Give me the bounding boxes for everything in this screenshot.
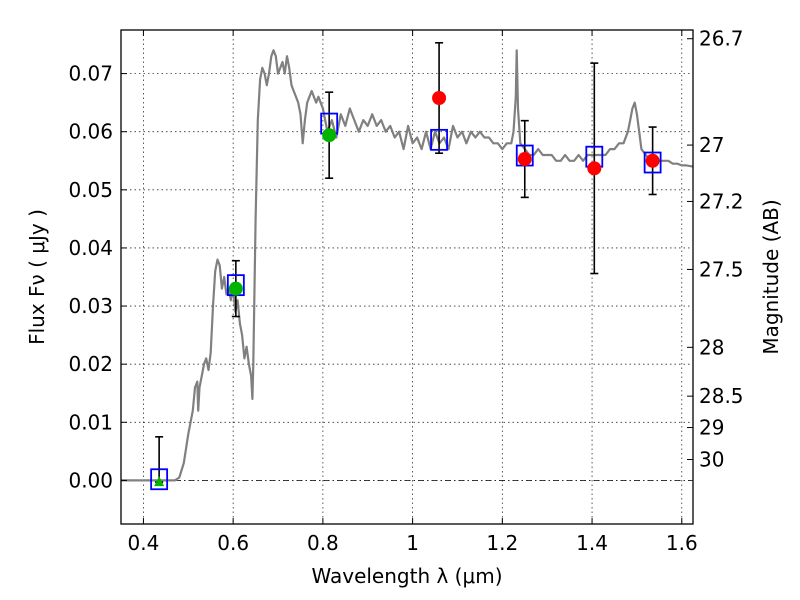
x-tick-label: 0.4 xyxy=(128,531,160,555)
y2-tick-label: 26.7 xyxy=(699,27,744,51)
y-tick-label: 0.03 xyxy=(68,294,113,318)
x-tick-label: 1.4 xyxy=(576,531,608,555)
observed-green-point xyxy=(322,128,337,143)
model-photometry-box xyxy=(643,151,662,174)
x-tick-label: 0.6 xyxy=(217,531,249,555)
model-photometry-box xyxy=(430,128,448,151)
y2-tick-label: 29 xyxy=(699,416,724,440)
y2-tick-label: 27.5 xyxy=(699,257,744,281)
y-tick-label: 0.01 xyxy=(68,410,113,434)
y2-tick-label: 27.2 xyxy=(699,189,744,213)
y-tick-label: 0.00 xyxy=(68,468,113,492)
y2-tick-label: 27 xyxy=(699,133,724,157)
x-tick-label: 1.2 xyxy=(486,531,518,555)
observed-green-triangle xyxy=(154,476,165,487)
observed-green-point xyxy=(228,281,243,296)
plot-area xyxy=(121,41,693,491)
y-axis-label: Flux Fν ( μJy ) xyxy=(25,209,49,345)
y2-tick-label: 28.5 xyxy=(699,384,744,408)
x-tick-label: 1.6 xyxy=(666,531,698,555)
x-axis-label: Wavelength λ (μm) xyxy=(311,564,502,588)
x-tick-label: 0.8 xyxy=(307,531,339,555)
x-tick-label: 1 xyxy=(406,531,419,555)
y2-tick-label: 30 xyxy=(699,447,724,471)
observed-red-point xyxy=(645,153,660,168)
y-tick-label: 0.05 xyxy=(68,178,113,202)
observed-red-point xyxy=(517,152,532,167)
y-tick-label: 0.02 xyxy=(68,352,113,376)
observed-red-point xyxy=(432,90,447,105)
y2-axis-label: Magnitude (AB) xyxy=(759,199,783,354)
model-photometry-box xyxy=(150,468,169,491)
y2-tick-label: 28 xyxy=(699,335,724,359)
y-tick-label: 0.04 xyxy=(68,236,113,260)
plot-frame xyxy=(120,29,694,525)
y-tick-label: 0.07 xyxy=(68,62,113,86)
y-tick-label: 0.06 xyxy=(68,120,113,144)
axis-ticks: 0.4 0.6 0.8 1 1.2 1.4 1.6 0.00 0.01 0.02 0.03 0.04 0… xyxy=(68,27,743,555)
observed-red-point xyxy=(587,161,602,176)
